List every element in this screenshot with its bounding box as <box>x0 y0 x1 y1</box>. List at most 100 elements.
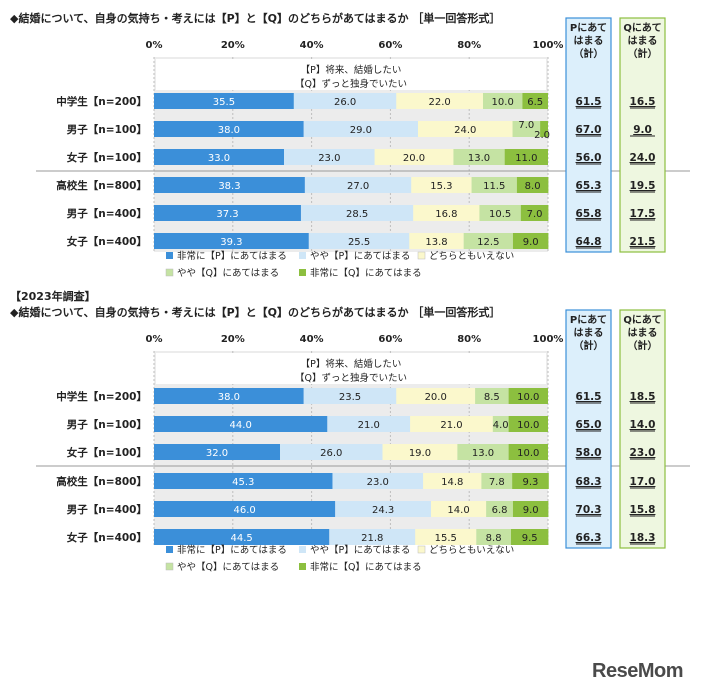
bar-segment <box>486 501 513 517</box>
bar-value-label: 7.0 <box>527 209 543 220</box>
x-tick-label: 0% <box>146 334 163 345</box>
bar-segment <box>396 388 476 404</box>
q-statement: 【Q】ずっと独身でいたい <box>295 78 407 90</box>
p-total-header: Pにあて <box>570 21 607 34</box>
bar-value-label: 12.5 <box>477 237 499 248</box>
row-label: 男子【n=100】 <box>67 418 147 431</box>
q-total-header: Qにあて <box>623 313 661 326</box>
bar-segment <box>540 121 548 137</box>
x-tick-label: 40% <box>300 334 324 345</box>
p-statement: 【P】将来、結婚したい <box>301 358 402 370</box>
p-total-value: 61.5 <box>576 391 602 403</box>
p-total-column <box>565 17 612 253</box>
legend-label: やや【Q】にあてはまる <box>177 562 279 573</box>
bar-value-label: 23.5 <box>339 392 361 403</box>
bar-value-label: 9.0 <box>523 237 539 248</box>
legend-swatch <box>299 269 306 276</box>
p-total-header: Pにあて <box>570 313 607 326</box>
bar-segment <box>409 233 464 249</box>
legend-swatch <box>166 252 173 259</box>
bar-value-label: 9.5 <box>522 533 538 544</box>
legend-swatch <box>165 268 174 277</box>
bar-value-label: 29.0 <box>350 125 372 136</box>
bar-segment <box>508 388 548 404</box>
p-total-header: （計） <box>574 339 604 352</box>
legend-label: どちらともいえない <box>429 251 514 262</box>
legend-label: 非常に【Q】にあてはまる <box>310 561 422 573</box>
bar-segment <box>508 416 548 432</box>
q-total-value: 18.5 <box>630 391 656 403</box>
q-total-value: 9.0 <box>633 124 652 136</box>
q-total-header: はまる <box>628 35 658 47</box>
bar-value-label: 10.0 <box>517 392 539 403</box>
bar-segment <box>154 121 304 137</box>
bar-segment <box>508 444 548 460</box>
legend-label: 非常に【Q】にあてはまる <box>310 267 422 279</box>
q-total-value: 15.8 <box>630 504 656 516</box>
bar-value-label: 25.5 <box>348 237 370 248</box>
row-label: 女子【n=100】 <box>67 446 147 459</box>
bar-value-label: 8.5 <box>484 392 500 403</box>
q-total-header: はまる <box>628 327 658 339</box>
bar-segment <box>423 473 482 489</box>
bar-segment <box>154 149 285 165</box>
bar-value-label: 21.0 <box>358 420 380 431</box>
survey-year-label: 【2023年調査】 <box>10 289 96 303</box>
bar-value-label: 24.3 <box>372 505 394 516</box>
bar-value-label: 19.0 <box>409 448 431 459</box>
bar-segment <box>154 177 305 193</box>
bar-segment <box>510 529 549 545</box>
bar-segment <box>396 93 483 109</box>
bar-value-label: 6.8 <box>492 505 508 516</box>
x-tick-label: 100% <box>533 40 564 51</box>
q-total-header: （計） <box>628 47 658 60</box>
bar-segment <box>300 205 414 221</box>
q-total-value: 18.3 <box>630 532 656 544</box>
bar-segment <box>154 501 336 517</box>
bar-segment <box>512 501 549 517</box>
bar-segment <box>482 93 523 109</box>
bar-segment <box>512 121 541 137</box>
bar-value-label: 11.0 <box>515 153 537 164</box>
bar-value-label: 38.0 <box>218 125 240 136</box>
bar-value-label: 13.0 <box>468 153 490 164</box>
bar-segment <box>479 205 521 221</box>
legend-swatch <box>166 546 173 553</box>
legend-label: 非常に【P】にあてはまる <box>177 544 287 556</box>
bar-value-label: 6.5 <box>527 97 543 108</box>
q-total-value: 16.5 <box>630 96 656 108</box>
x-tick-label: 20% <box>221 40 245 51</box>
x-tick-label: 80% <box>457 40 481 51</box>
bar-value-label: 14.0 <box>447 505 469 516</box>
x-tick-label: 60% <box>378 40 402 51</box>
bar-value-label: 9.3 <box>523 477 539 488</box>
bar-value-label: 44.5 <box>231 533 253 544</box>
bar-value-label: 45.3 <box>232 477 254 488</box>
q-total-column <box>619 17 666 253</box>
legend-label: 非常に【P】にあてはまる <box>177 250 287 262</box>
bar-value-label: 10.0 <box>517 420 539 431</box>
bar-segment <box>520 205 549 221</box>
bar-value-label: 44.0 <box>230 420 252 431</box>
p-total-value: 65.3 <box>576 180 602 192</box>
bar-value-label: 23.0 <box>367 477 389 488</box>
bar-segment <box>512 473 549 489</box>
row-label: 男子【n=400】 <box>67 503 147 516</box>
bar-value-label: 4.0 <box>493 420 509 431</box>
bar-segment <box>154 93 294 109</box>
q-total-value: 19.5 <box>630 180 656 192</box>
bar-segment <box>516 177 549 193</box>
p-total-header: はまる <box>574 327 604 339</box>
x-tick-label: 0% <box>146 40 163 51</box>
bar-segment <box>492 416 509 432</box>
bar-value-label: 39.3 <box>220 237 242 248</box>
bar-segment <box>453 149 505 165</box>
bar-value-label: 38.3 <box>218 181 240 192</box>
bar-segment <box>332 473 424 489</box>
bar-value-label: 10.5 <box>489 209 511 220</box>
x-tick-label: 40% <box>300 40 324 51</box>
p-total-value: 65.0 <box>576 419 602 431</box>
bar-segment <box>415 529 477 545</box>
bar-value-label: 21.0 <box>440 420 462 431</box>
